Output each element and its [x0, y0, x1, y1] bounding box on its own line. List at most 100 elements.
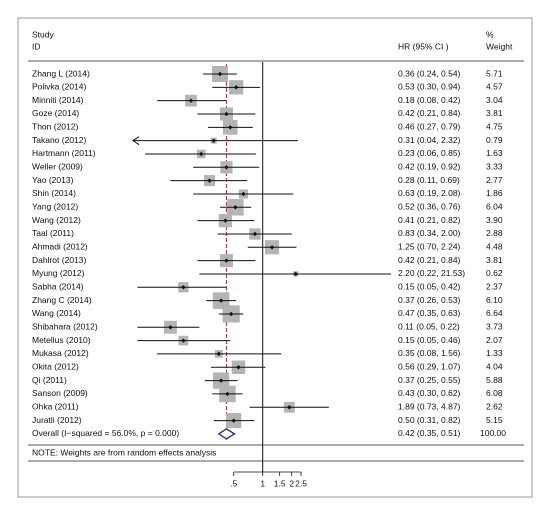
weight-label: 1.63 [486, 148, 503, 158]
overall-diamond [217, 428, 236, 440]
point-estimate [188, 98, 194, 103]
x-tick-label: 2 [289, 478, 294, 488]
point-estimate [224, 165, 229, 170]
point-estimate [218, 298, 224, 303]
weight-label: 0.79 [486, 135, 503, 145]
effect-label: 0.15 (0.05, 0.46) [398, 335, 461, 345]
header-id: ID [32, 41, 41, 51]
effect-label: 0.18 (0.08, 0.42) [398, 95, 461, 105]
study-label: Minniti (2014) [32, 95, 84, 105]
effect-label: 0.42 (0.19, 0.92) [398, 162, 461, 172]
effect-label: 0.37 (0.25, 0.55) [398, 375, 461, 385]
study-label: Metellus (2010) [32, 335, 91, 345]
weight-label: 2.62 [486, 402, 503, 412]
study-label: Yao (2013) [32, 175, 74, 185]
effect-label: 0.11 (0.05, 0.22) [398, 322, 460, 332]
point-estimate [231, 418, 236, 423]
point-estimate [217, 71, 223, 77]
point-estimate [269, 245, 275, 250]
overall-weight-label: 100.00 [480, 428, 506, 438]
weight-label: 2.37 [486, 282, 503, 292]
weight-label: 6.10 [486, 295, 503, 305]
weight-label: 2.77 [486, 175, 503, 185]
study-label: Shibahara (2012) [32, 322, 98, 332]
weight-label: 3.73 [486, 322, 503, 332]
point-estimate [287, 405, 292, 410]
study-label: Sabha (2014) [32, 282, 84, 292]
weight-label: 3.33 [486, 162, 503, 172]
study-label: Dahlrot (2013) [32, 255, 87, 265]
weight-label: 0.62 [486, 268, 503, 278]
point-estimate [168, 325, 173, 330]
effect-label: 0.37 (0.26, 0.53) [398, 295, 461, 305]
frame [17, 17, 533, 498]
effect-label: 0.41 (0.21, 0.82) [398, 215, 461, 225]
weight-label: 2.88 [486, 228, 503, 238]
x-tick-label: 1 [260, 478, 265, 488]
study-label: Qi (2011) [32, 375, 67, 385]
point-estimate [236, 365, 241, 370]
study-label: Sanson (2009) [32, 388, 88, 398]
point-estimate [207, 178, 212, 183]
weight-label: 3.90 [486, 215, 503, 225]
weight-label: 6.64 [486, 308, 503, 318]
weight-label: 1.33 [486, 348, 503, 358]
header-effect: HR (95% CI ) [398, 41, 449, 51]
study-label: Weller (2009) [32, 162, 83, 172]
header-weight: Weight [486, 41, 513, 51]
effect-label: 0.42 (0.21, 0.84) [398, 108, 461, 118]
point-estimate [216, 351, 221, 357]
study-label: Polivka (2014) [32, 82, 87, 92]
ci-arrow [132, 136, 140, 146]
header-study: Study [32, 29, 54, 39]
study-label: Zhang L (2014) [32, 68, 90, 78]
study-label: Wang (2014) [32, 308, 81, 318]
point-estimate [252, 231, 258, 237]
effect-label: 0.36 (0.24, 0.54) [398, 68, 461, 78]
point-estimate [228, 311, 234, 317]
header-pct: % [486, 29, 494, 39]
note: NOTE: Weights are from random effects an… [32, 447, 216, 457]
weight-label: 3.81 [486, 108, 503, 118]
study-label: Thon (2012) [32, 122, 78, 132]
study-label: Taal (2011) [32, 228, 74, 238]
effect-label: 0.23 (0.06, 0.85) [398, 148, 461, 158]
point-estimate [199, 151, 204, 157]
study-label: Shin (2014) [32, 188, 76, 198]
point-estimate [233, 85, 239, 90]
study-label: Juratli (2012) [32, 415, 82, 425]
x-tick-label: 2.5 [295, 478, 307, 488]
study-label: Zhang C (2014) [32, 295, 92, 305]
effect-label: 1.89 (0.73, 4.87) [398, 402, 461, 412]
effect-label: 0.47 (0.35, 0.63) [398, 308, 461, 318]
weight-label: 6.04 [486, 202, 503, 212]
x-tick-label: .5 [230, 478, 237, 488]
study-label: Hartmann (2011) [32, 148, 96, 158]
weight-label: 5.71 [486, 68, 503, 78]
effect-label: 0.35 (0.08, 1.56) [398, 348, 461, 358]
effect-label: 0.63 (0.19, 2.08) [398, 188, 461, 198]
weight-label: 5.15 [486, 415, 503, 425]
effect-label: 0.31 (0.04, 2.32) [398, 135, 461, 145]
study-label: Myung (2012) [32, 268, 85, 278]
weight-label: 6.08 [486, 388, 503, 398]
weight-label: 1.86 [486, 188, 503, 198]
weight-label: 5.88 [486, 375, 503, 385]
effect-label: 0.15 (0.05, 0.42) [398, 282, 461, 292]
point-estimate [228, 125, 233, 130]
effect-label: 0.28 (0.11, 0.69) [398, 175, 460, 185]
point-estimate [225, 391, 230, 397]
point-estimate [224, 111, 229, 117]
study-label: Ahmadi (2012) [32, 242, 88, 252]
effect-label: 0.53 (0.30, 0.94) [398, 82, 461, 92]
study-label: Ohka (2011) [32, 402, 79, 412]
weight-label: 4.57 [486, 82, 503, 92]
study-label: Yang (2012) [32, 202, 78, 212]
effect-label: 0.56 (0.29, 1.07) [398, 362, 461, 372]
point-estimate [241, 191, 246, 197]
effect-label: 0.43 (0.30, 0.62) [398, 388, 461, 398]
weight-label: 3.81 [486, 255, 503, 265]
point-estimate [293, 271, 298, 277]
effect-label: 0.50 (0.31, 0.82) [398, 415, 461, 425]
